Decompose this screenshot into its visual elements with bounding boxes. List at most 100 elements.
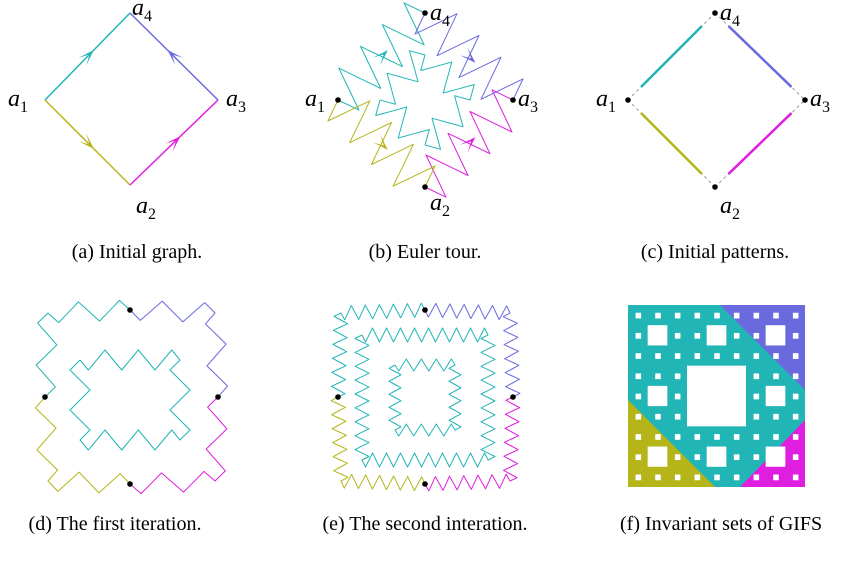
hole [792,413,799,420]
vertex-index: 1 [608,99,616,116]
hole [635,373,642,380]
arrow-head [372,134,388,150]
vertex [335,97,341,103]
edge [640,25,703,88]
vertex [510,97,516,103]
vertex [422,184,428,190]
hole [694,312,701,319]
hole [753,353,760,359]
vertex-index: 4 [144,8,152,25]
caption: (b) Euler tour. [369,241,482,263]
curve [35,299,131,398]
curve [129,396,228,495]
hole [647,325,668,346]
curve [414,12,524,101]
caption: (e) The second interation. [322,513,527,535]
edge [44,99,131,186]
vertex-label: a4 [720,0,740,30]
vertex-letter: a [136,193,148,219]
arrow-head [165,136,181,152]
curve [354,327,496,468]
hole [714,353,720,359]
hole [655,373,661,380]
hole [635,413,642,420]
vertex-index: 1 [20,99,28,116]
caption: (d) The first iteration. [29,513,202,535]
vertex [335,394,341,400]
vertex-label: a4 [430,0,450,30]
hole [753,373,760,380]
vertex-letter: a [226,86,238,112]
vertex-letter: a [810,86,822,112]
hole [733,454,740,461]
edge [129,99,219,186]
hole [655,474,661,481]
vertex-index: 2 [148,206,156,223]
hole [792,393,799,400]
hole [674,474,681,481]
curve [330,396,426,492]
vertex-label: a3 [810,86,830,116]
hole [647,385,668,407]
hole [733,353,740,359]
hole [694,454,701,461]
curve [424,302,521,398]
hole [655,353,661,359]
hole [694,474,701,481]
arrow-head [460,137,476,153]
vertex-index: 4 [442,13,450,30]
hole [792,434,799,440]
vertex [127,481,133,487]
vertex-index: 3 [822,99,830,116]
hole [714,312,720,319]
hole [687,365,746,427]
vertex [802,97,808,103]
vertex [422,10,428,16]
hole [733,312,740,319]
hole [753,312,760,319]
hole [733,332,740,339]
caption: (a) Initial graph. [72,241,203,263]
vertex [510,394,516,400]
hole [765,385,786,407]
hole [792,353,799,359]
hole [765,325,786,346]
vertex-index: 3 [238,99,246,116]
vertex-index: 2 [732,206,740,223]
vertex-index: 4 [732,13,740,30]
curve [34,396,131,494]
vertex-index: 1 [317,99,325,116]
curve [424,396,521,492]
vertex-letter: a [132,0,144,21]
hole [674,413,681,420]
hole [773,312,779,319]
hole [792,373,799,380]
hole [655,312,661,319]
vertex-label: a3 [518,86,538,116]
hole [674,393,681,400]
edge [727,25,793,88]
vertex-label: a2 [136,193,156,223]
vertex-letter: a [596,86,608,112]
hole [753,393,760,400]
hole [753,434,760,440]
caption: (c) Initial patterns. [641,241,789,263]
hole [753,332,760,339]
vertex-label: a3 [226,86,246,116]
hole [765,446,786,467]
vertex-label: a1 [305,86,325,116]
hole [706,446,727,467]
hole [773,474,779,481]
hole [655,413,661,420]
vertex [127,307,133,313]
hole [792,332,799,339]
edge [640,112,703,175]
vertex [42,394,48,400]
vertex [422,307,428,313]
arrow-head [372,50,388,66]
vertex-letter: a [430,0,442,26]
edge [44,12,131,101]
hole [674,353,681,359]
